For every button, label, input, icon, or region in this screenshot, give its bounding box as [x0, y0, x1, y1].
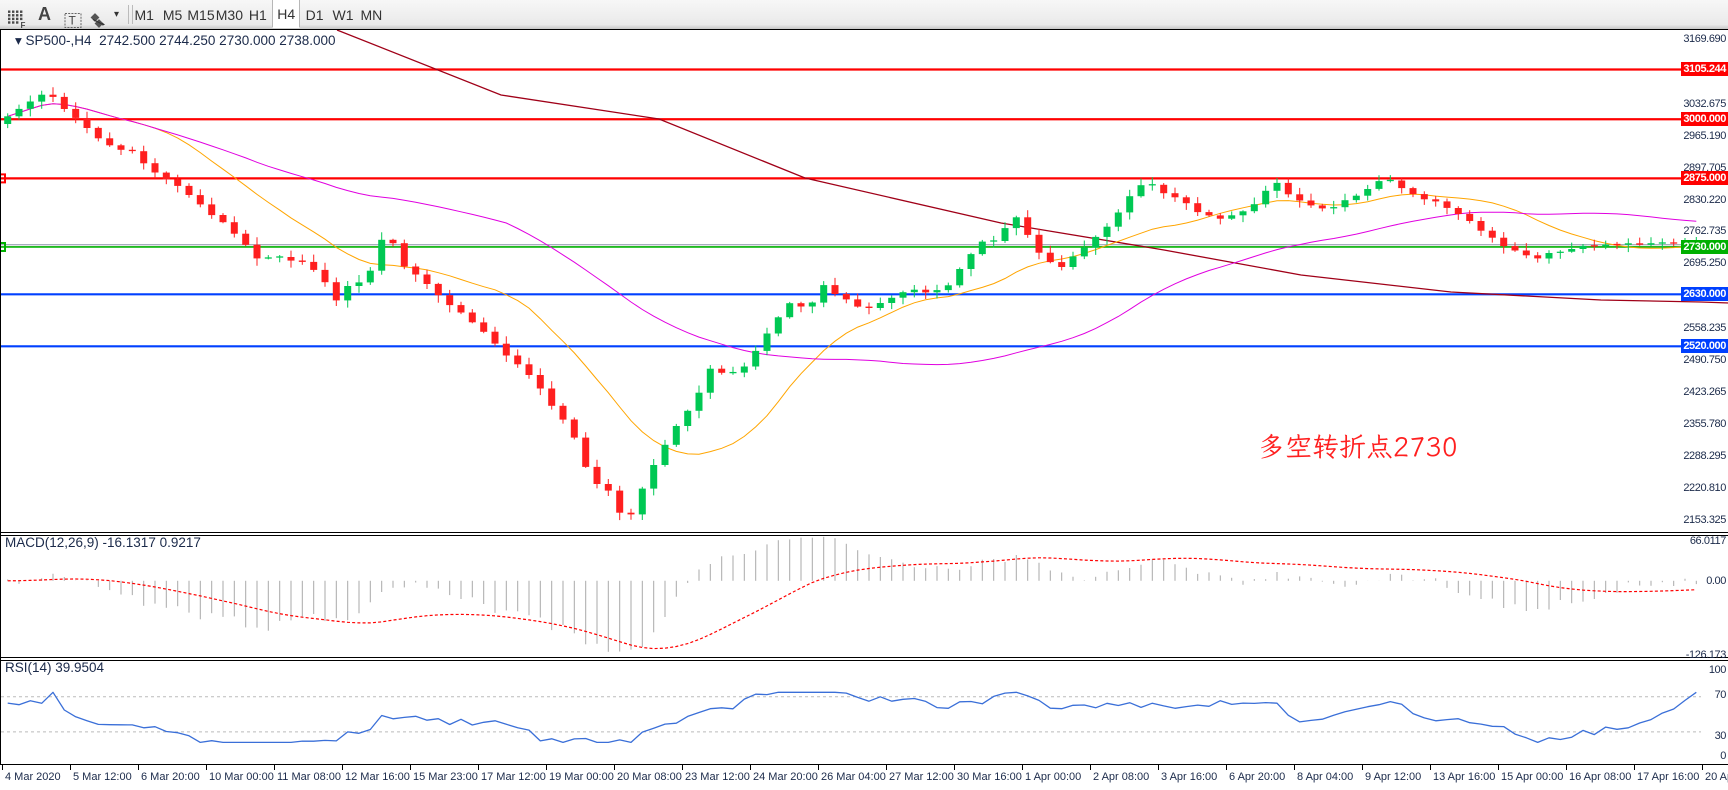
- svg-text:T: T: [69, 14, 77, 28]
